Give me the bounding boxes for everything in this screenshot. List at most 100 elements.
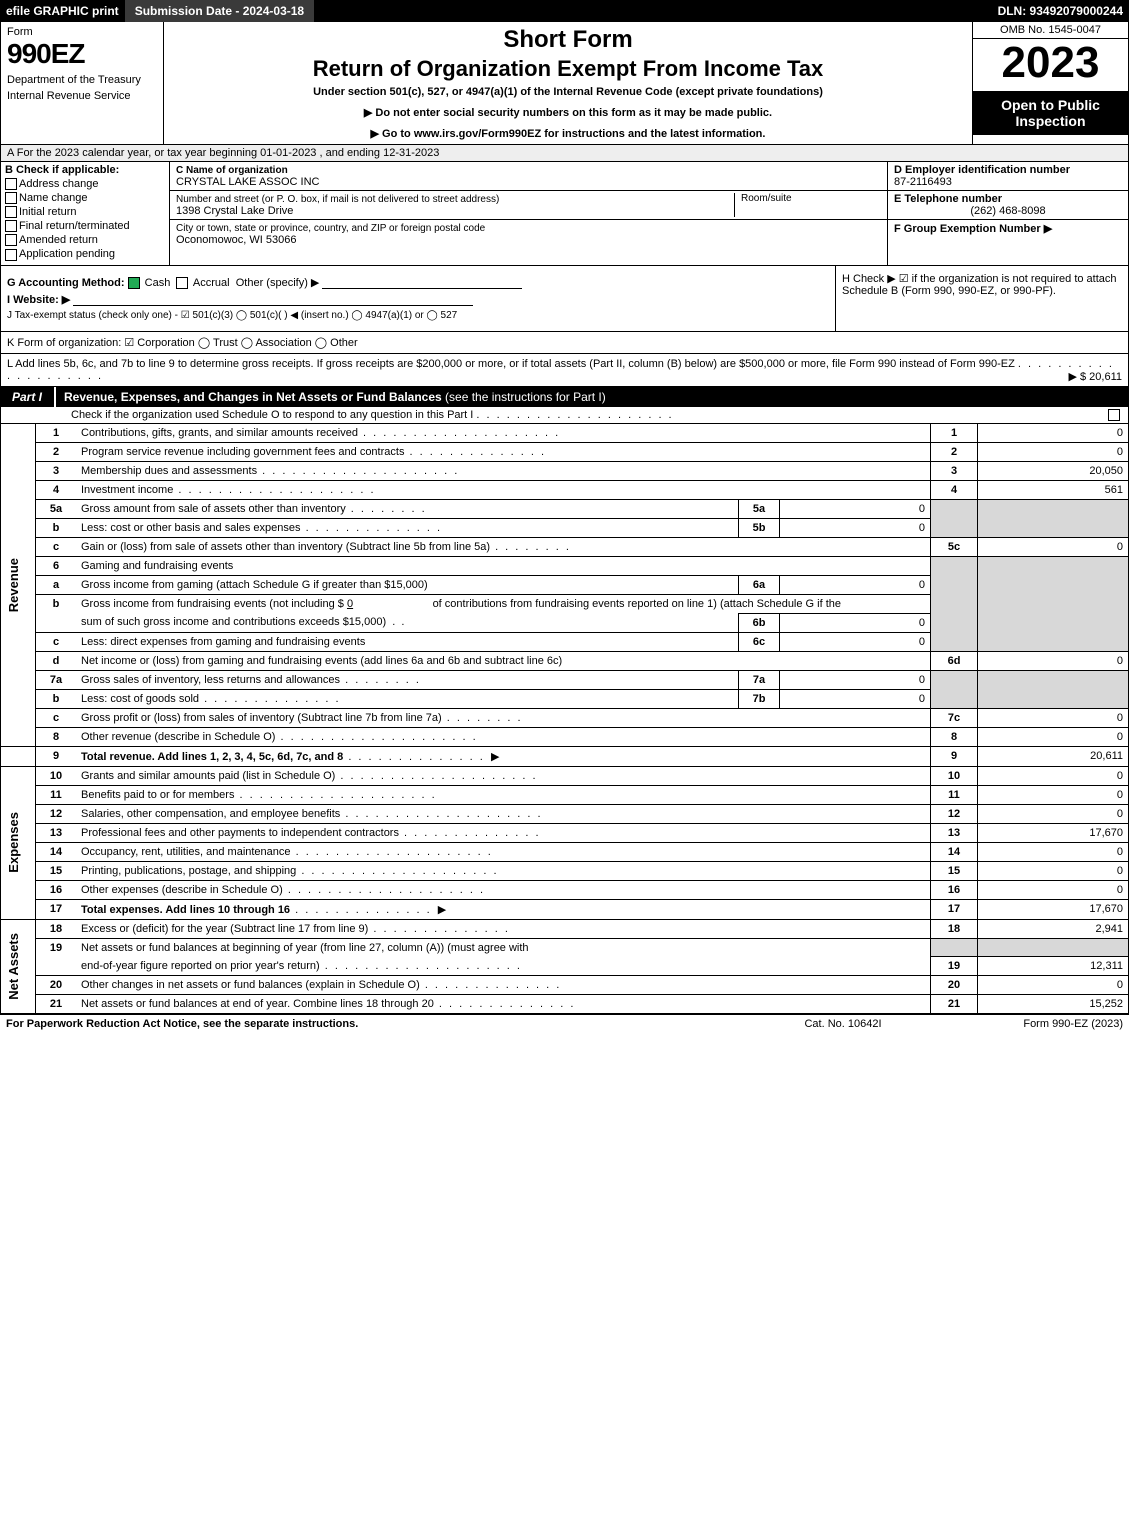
ln3-desc: Membership dues and assessments: [76, 461, 931, 480]
ln15-desc: Printing, publications, postage, and shi…: [76, 861, 931, 880]
ln7b-minival: 0: [780, 689, 931, 708]
ln11-val: 0: [978, 785, 1129, 804]
ln3-ref: 3: [931, 461, 978, 480]
ln2-ref: 2: [931, 442, 978, 461]
ln16-ref: 16: [931, 880, 978, 899]
ln18-desc: Excess or (deficit) for the year (Subtra…: [76, 919, 931, 938]
f-label: F Group Exemption Number ▶: [894, 223, 1052, 235]
b-init: Initial return: [19, 206, 76, 218]
ln5a-desc: Gross amount from sale of assets other t…: [76, 499, 739, 518]
ln5c-desc: Gain or (loss) from sale of assets other…: [76, 537, 931, 556]
ln5a-shade: [931, 499, 978, 518]
chk-initial-return[interactable]: [5, 206, 17, 218]
chk-address-change[interactable]: [5, 178, 17, 190]
g-accrual: Accrual: [193, 277, 230, 289]
ln7c-ref: 7c: [931, 708, 978, 727]
ln3-val: 20,050: [978, 461, 1129, 480]
ln5b-minival: 0: [780, 518, 931, 537]
ln20-desc: Other changes in net assets or fund bala…: [76, 976, 931, 995]
dept-treasury: Department of the Treasury: [7, 74, 157, 86]
ln1-ref: 1: [931, 423, 978, 442]
ln15-ref: 15: [931, 861, 978, 880]
header-left: Form 990EZ Department of the Treasury In…: [1, 22, 164, 144]
ln7c-desc: Gross profit or (loss) from sales of inv…: [76, 708, 931, 727]
section-h: H Check ▶ ☑ if the organization is not r…: [835, 266, 1128, 331]
section-k: K Form of organization: ☑ Corporation ◯ …: [0, 332, 1129, 354]
g-other: Other (specify) ▶: [236, 277, 320, 289]
ln4-num: 4: [36, 480, 77, 499]
room-suite: Room/suite: [734, 193, 881, 217]
ln6d-ref: 6d: [931, 651, 978, 670]
section-g: G Accounting Method: Cash Accrual Other …: [7, 276, 829, 289]
ln10-desc: Grants and similar amounts paid (list in…: [76, 766, 931, 785]
ln6d-val: 0: [978, 651, 1129, 670]
ln9-val: 20,611: [978, 746, 1129, 766]
part1-subtitle: (see the instructions for Part I): [445, 390, 606, 404]
ln18-num: 18: [36, 919, 77, 938]
dln: DLN: 93492079000244: [992, 4, 1129, 18]
g-label: G Accounting Method:: [7, 277, 125, 289]
chk-schedule-o[interactable]: [1108, 409, 1120, 421]
d-label: D Employer identification number: [894, 164, 1070, 176]
ln20-ref: 20: [931, 976, 978, 995]
g-cash: Cash: [145, 277, 171, 289]
part1-tab: Part I: [0, 387, 56, 407]
section-e: E Telephone number (262) 468-8098: [888, 191, 1128, 220]
ln3-num: 3: [36, 461, 77, 480]
chk-accrual[interactable]: [176, 277, 188, 289]
ln11-ref: 11: [931, 785, 978, 804]
website-blank[interactable]: [73, 293, 473, 306]
city-label: City or town, state or province, country…: [176, 223, 485, 234]
info-def: D Employer identification number 87-2116…: [887, 162, 1128, 265]
c-label: C Name of organization: [176, 165, 288, 176]
section-g-left: G Accounting Method: Cash Accrual Other …: [1, 266, 835, 331]
b-name: Name change: [19, 192, 88, 204]
ln17-desc: Total expenses. Add lines 10 through 16 …: [76, 899, 931, 919]
side-expenses: Expenses: [1, 766, 36, 919]
ssn-warning: ▶ Do not enter social security numbers o…: [168, 106, 968, 119]
street-row: Number and street (or P. O. box, if mail…: [170, 191, 887, 220]
city: Oconomowoc, WI 53066: [176, 234, 296, 246]
ln5b-desc: Less: cost or other basis and sales expe…: [76, 518, 739, 537]
ln13-desc: Professional fees and other payments to …: [76, 823, 931, 842]
goto-link[interactable]: ▶ Go to www.irs.gov/Form990EZ for instru…: [168, 127, 968, 140]
ln21-val: 15,252: [978, 995, 1129, 1014]
section-j: J Tax-exempt status (check only one) - ☑…: [7, 310, 829, 321]
efile-label[interactable]: efile GRAPHIC print: [0, 4, 125, 18]
ln6a-miniref: 6a: [739, 575, 780, 594]
g-other-blank[interactable]: [322, 276, 522, 289]
ln19-val: 12,311: [978, 957, 1129, 976]
ln6b-desc1: Gross income from fundraising events (no…: [76, 594, 931, 613]
ln5c-val: 0: [978, 537, 1129, 556]
b-app: Application pending: [19, 248, 115, 260]
b-amend: Amended return: [19, 234, 98, 246]
b-addr: Address change: [19, 178, 99, 190]
ln6c-desc: Less: direct expenses from gaming and fu…: [76, 632, 739, 651]
info-block: B Check if applicable: Address change Na…: [0, 162, 1129, 266]
ln19-desc1: Net assets or fund balances at beginning…: [76, 938, 931, 957]
ln6a-num: a: [36, 575, 77, 594]
chk-amended-return[interactable]: [5, 234, 17, 246]
ln21-desc: Net assets or fund balances at end of ye…: [76, 995, 931, 1014]
ln5b-num: b: [36, 518, 77, 537]
ln8-desc: Other revenue (describe in Schedule O): [76, 727, 931, 746]
ln6b-num: b: [36, 594, 77, 613]
ln1-num: 1: [36, 423, 77, 442]
part1-check-line: Check if the organization used Schedule …: [0, 407, 1129, 423]
ln6c-minival: 0: [780, 632, 931, 651]
section-i: I Website: ▶: [7, 293, 829, 306]
chk-final-return[interactable]: [5, 220, 17, 232]
ln9-ref: 9: [931, 746, 978, 766]
ln7b-miniref: 7b: [739, 689, 780, 708]
header-right: OMB No. 1545-0047 2023 Open to Public In…: [972, 22, 1128, 144]
chk-name-change[interactable]: [5, 192, 17, 204]
ln8-ref: 8: [931, 727, 978, 746]
ln5c-num: c: [36, 537, 77, 556]
ln16-val: 0: [978, 880, 1129, 899]
ln16-desc: Other expenses (describe in Schedule O): [76, 880, 931, 899]
chk-cash[interactable]: [128, 277, 140, 289]
i-label: I Website: ▶: [7, 294, 70, 306]
b-title: B Check if applicable:: [5, 164, 165, 176]
chk-application-pending[interactable]: [5, 249, 17, 261]
ln2-val: 0: [978, 442, 1129, 461]
